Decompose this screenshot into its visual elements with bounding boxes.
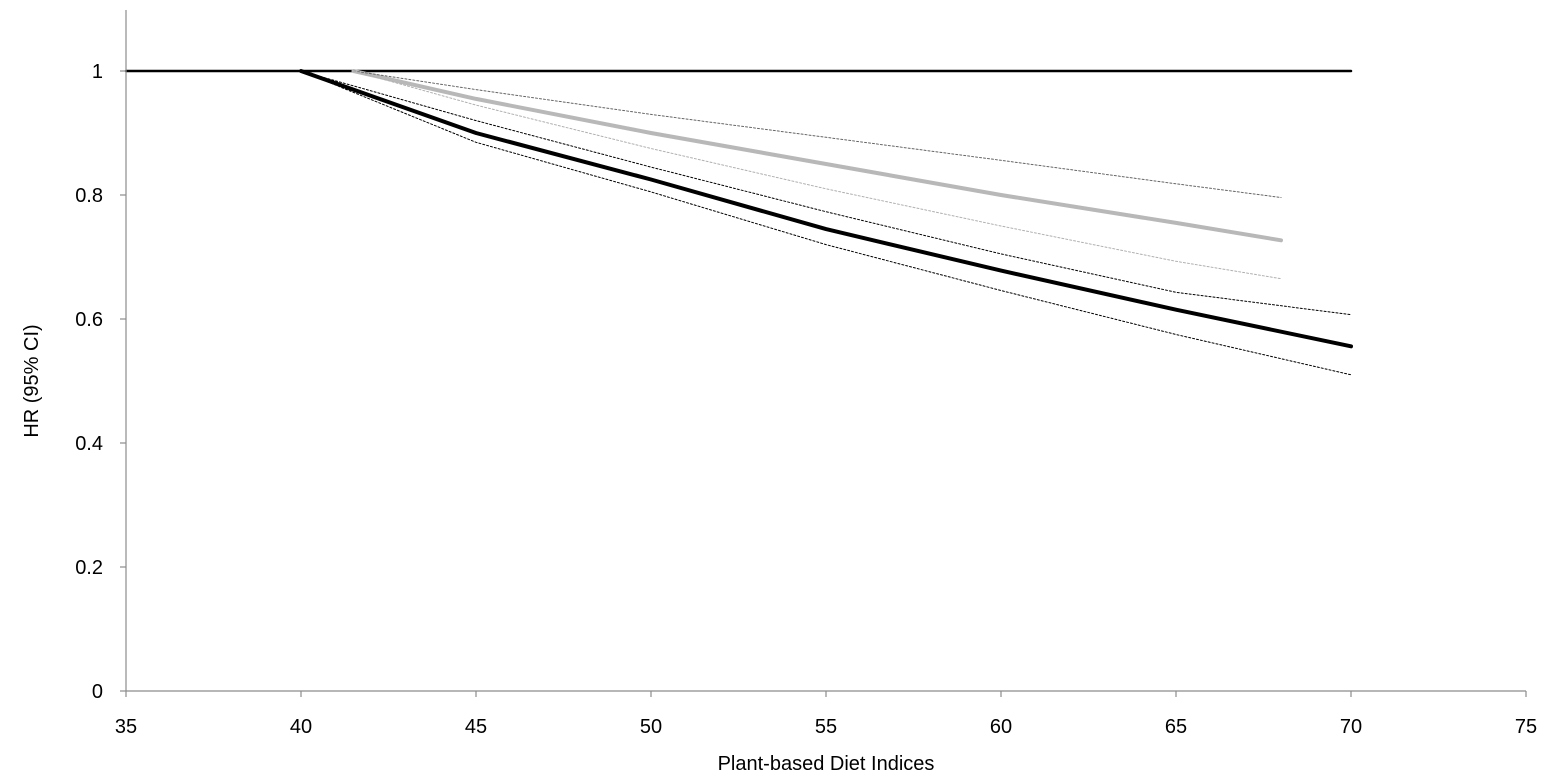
x-tick-label: 40 (290, 716, 312, 738)
x-tick-label: 65 (1165, 716, 1187, 738)
x-tick-label: 55 (815, 716, 837, 738)
y-axis-title: HR (95% CI) (21, 324, 43, 437)
y-tick-label: 0 (92, 681, 103, 703)
y-tick-label: 0.8 (75, 185, 103, 207)
y-axis-ticks: 0 0.2 0.4 0.6 0.8 1 (75, 61, 126, 703)
y-tick-label: 1 (92, 61, 103, 83)
y-tick-label: 0.2 (75, 557, 103, 579)
series-layer (124, 69, 1353, 376)
x-tick-label: 70 (1340, 716, 1362, 738)
series-upper-ci-line-5 (300, 70, 1352, 316)
series-estimate-line-1 (351, 69, 1283, 243)
x-tick-label: 35 (115, 716, 137, 738)
x-tick-label: 75 (1515, 716, 1537, 738)
series-lower-ci-line-6 (300, 70, 1352, 376)
x-axis-title: Plant-based Diet Indices (718, 753, 935, 775)
y-tick-label: 0.6 (75, 309, 103, 331)
x-tick-label: 50 (640, 716, 662, 738)
x-tick-label: 60 (990, 716, 1012, 738)
x-axis-ticks: 35 40 45 50 55 60 65 70 75 (115, 691, 1537, 738)
x-tick-label: 45 (465, 716, 487, 738)
y-tick-label: 0.4 (75, 433, 103, 455)
series-estimate-line-4 (299, 69, 1353, 349)
series-upper-ci-line-2 (353, 70, 1282, 198)
series-lower-ci-line-3 (353, 70, 1282, 280)
